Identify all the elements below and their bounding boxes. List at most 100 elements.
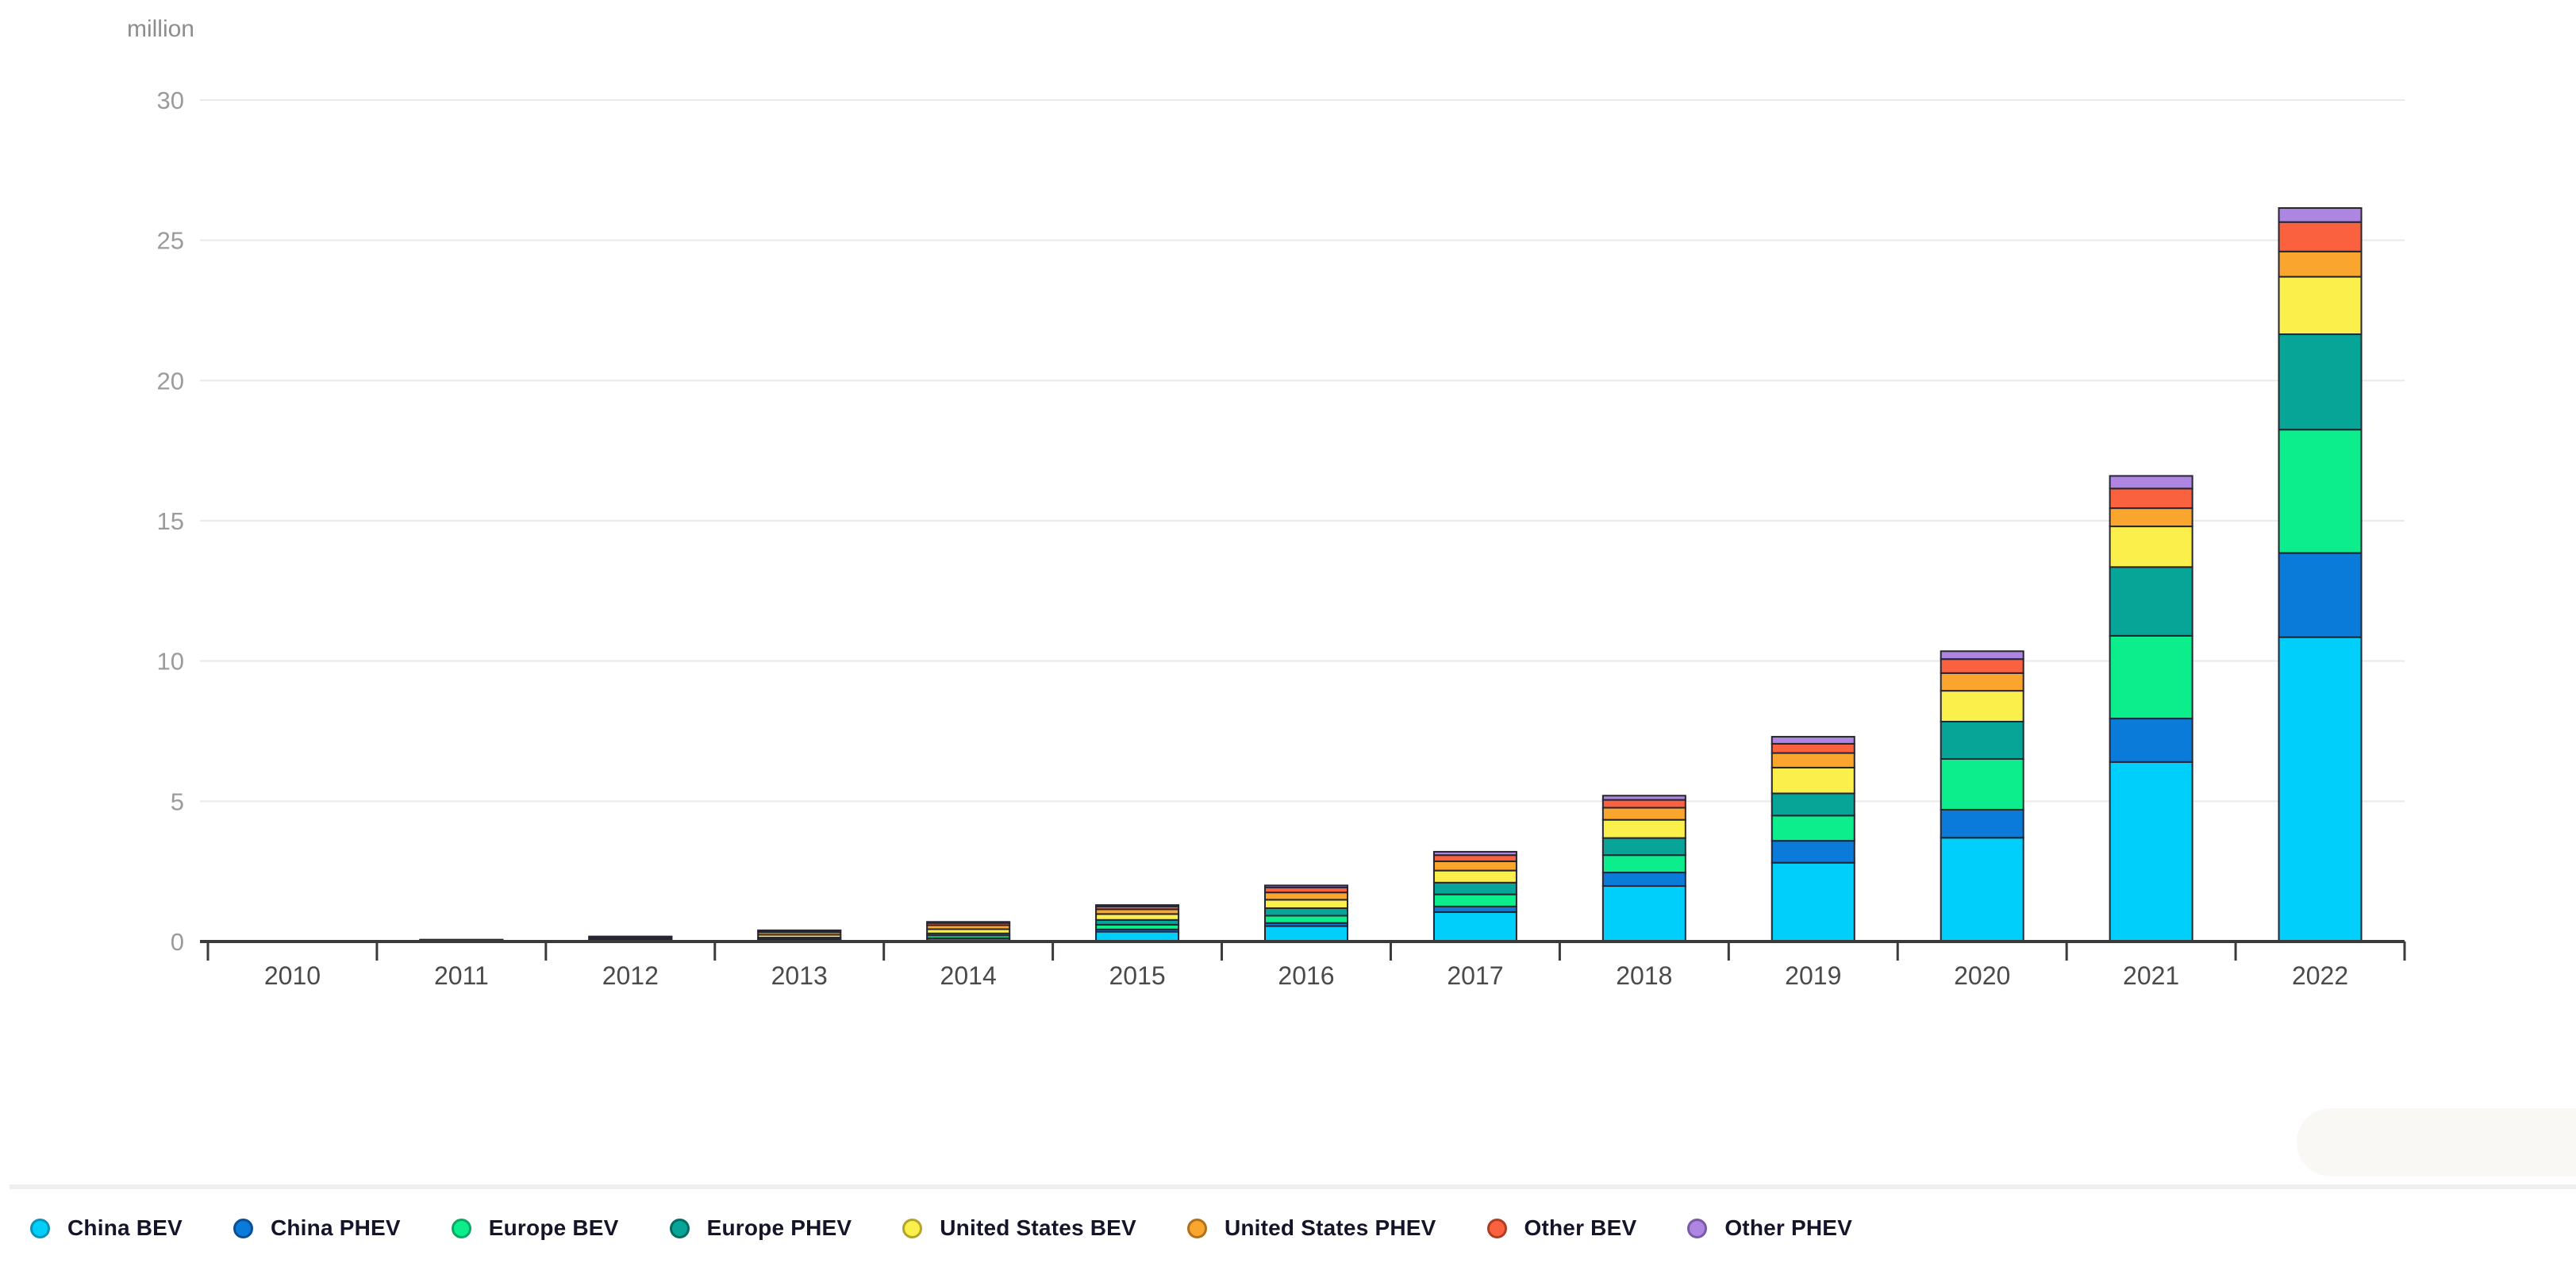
bar-segment (2109, 475, 2193, 490)
legend-label: Europe BEV (488, 1215, 619, 1240)
legend-swatch-icon (902, 1218, 923, 1238)
bar-segment (1601, 799, 1686, 809)
bar-segment (1432, 850, 1517, 857)
y-axis-tick-label: 5 (171, 788, 184, 815)
y-axis-tick-label: 25 (157, 227, 184, 255)
bar-segment (1771, 736, 1855, 745)
x-axis-tick-label: 2020 (1954, 961, 2010, 990)
legend-label: China PHEV (270, 1215, 401, 1240)
x-axis-tick-label: 2022 (2292, 961, 2348, 990)
bar-segment (2278, 636, 2363, 943)
bar-segment (1940, 690, 2024, 722)
legend-label: China BEV (67, 1215, 183, 1240)
legend-item-united-states-phev[interactable]: United States PHEV (1186, 1215, 1436, 1241)
x-axis-tick-label: 2012 (602, 961, 659, 990)
chart-legend: China BEV China PHEV Europe BEV Europe PHEV… (0, 1189, 2576, 1267)
legend-divider (10, 1184, 2576, 1189)
bar-segment (1264, 907, 1348, 917)
bar-segment (1940, 837, 2024, 943)
x-axis-tick-label: 2019 (1785, 961, 1841, 990)
watermark-pill (2297, 1108, 2576, 1176)
legend-swatch-icon (1486, 1218, 1507, 1238)
legend-swatch-icon (1687, 1218, 1708, 1238)
bar-segment (1432, 869, 1517, 884)
bar-segment (1432, 854, 1517, 862)
bar-segment (1940, 720, 2024, 760)
bar-segment (1940, 650, 2024, 660)
legend-label: United States BEV (940, 1215, 1136, 1240)
bar-segment (1601, 885, 1686, 943)
bar-segment (1432, 905, 1517, 913)
legend-label: Other PHEV (1724, 1215, 1853, 1240)
x-axis-tick-label: 2018 (1616, 961, 1672, 990)
bar-segment (1432, 893, 1517, 907)
bar-segment (1432, 860, 1517, 872)
bar-segment (2278, 221, 2363, 252)
x-axis-tick-label: 2011 (434, 961, 489, 990)
y-axis-tick-label: 30 (157, 87, 184, 114)
bar-segment (1771, 861, 1855, 943)
bar-segment (2109, 507, 2193, 528)
y-axis-tick-label: 20 (157, 367, 184, 395)
y-axis-tick-label: 0 (171, 928, 184, 956)
x-axis-tick-label: 2015 (1109, 961, 1165, 990)
bar-segment (1940, 672, 2024, 692)
bar-segment (1264, 915, 1348, 924)
x-axis-tick-label: 2017 (1447, 961, 1503, 990)
bar-segment (1264, 884, 1348, 888)
bar-segment (1095, 913, 1180, 921)
bar-segment (1771, 752, 1855, 768)
bar-segment (1771, 742, 1855, 754)
legend-label: United States PHEV (1224, 1215, 1436, 1240)
bar-segment (1601, 837, 1686, 857)
x-axis-tick-label: 2021 (2123, 961, 2179, 990)
bar-segment (1095, 904, 1180, 907)
bar-segment (2278, 333, 2363, 431)
x-axis-tick-label: 2014 (940, 961, 997, 990)
bar-segment (2278, 429, 2363, 554)
bar-segment (1771, 792, 1855, 817)
legend-item-other-bev[interactable]: Other BEV (1486, 1215, 1637, 1241)
bar-segment (1264, 925, 1348, 942)
legend-item-china-phev[interactable]: China PHEV (233, 1215, 401, 1241)
bar-segment (1771, 814, 1855, 842)
legend-label: Other BEV (1524, 1215, 1637, 1240)
legend-label: Europe PHEV (706, 1215, 852, 1240)
legend-swatch-icon (669, 1218, 690, 1238)
bar-segment (1940, 808, 2024, 839)
legend-item-china-bev[interactable]: China BEV (30, 1215, 183, 1241)
bar-segment (2109, 566, 2193, 637)
legend-swatch-icon (451, 1218, 471, 1238)
bar-segment (2109, 761, 2193, 942)
bar-segment (757, 929, 842, 932)
y-axis-tick-label: 10 (157, 648, 184, 676)
legend-item-europe-bev[interactable]: Europe BEV (451, 1215, 619, 1241)
bar-segment (2109, 718, 2193, 763)
bar-segment (2278, 552, 2363, 638)
bar-segment (1432, 911, 1517, 943)
bar-segment (1601, 795, 1686, 801)
x-axis-tick-label: 2013 (771, 961, 828, 990)
bar-segment (1940, 757, 2024, 811)
x-axis-tick-label: 2016 (1278, 961, 1334, 990)
bar-segment (1264, 892, 1348, 901)
legend-item-other-phev[interactable]: Other PHEV (1687, 1215, 1852, 1241)
bar-segment (2109, 634, 2193, 720)
bar-segment (2278, 275, 2363, 336)
bar-segment (588, 935, 673, 938)
legend-item-united-states-bev[interactable]: United States BEV (902, 1215, 1136, 1241)
y-axis-unit-label: million (127, 16, 194, 42)
bar-segment (1264, 899, 1348, 909)
bar-segment (2278, 250, 2363, 278)
legend-swatch-icon (30, 1218, 50, 1238)
legend-item-europe-phev[interactable]: Europe PHEV (669, 1215, 852, 1241)
stacked-bar-chart: million 0 5 10 15 20 25 30 2010 2011 2012 2013 2014 2… (127, 16, 2406, 990)
bar-segment (1601, 807, 1686, 821)
legend-swatch-icon (1186, 1218, 1207, 1238)
bar-segment (1432, 881, 1517, 895)
bar-segment (2109, 487, 2193, 510)
legend-swatch-icon (233, 1218, 253, 1238)
bar-segment (1601, 872, 1686, 888)
bar-segment (2278, 207, 2363, 223)
bar-segment (1771, 766, 1855, 795)
